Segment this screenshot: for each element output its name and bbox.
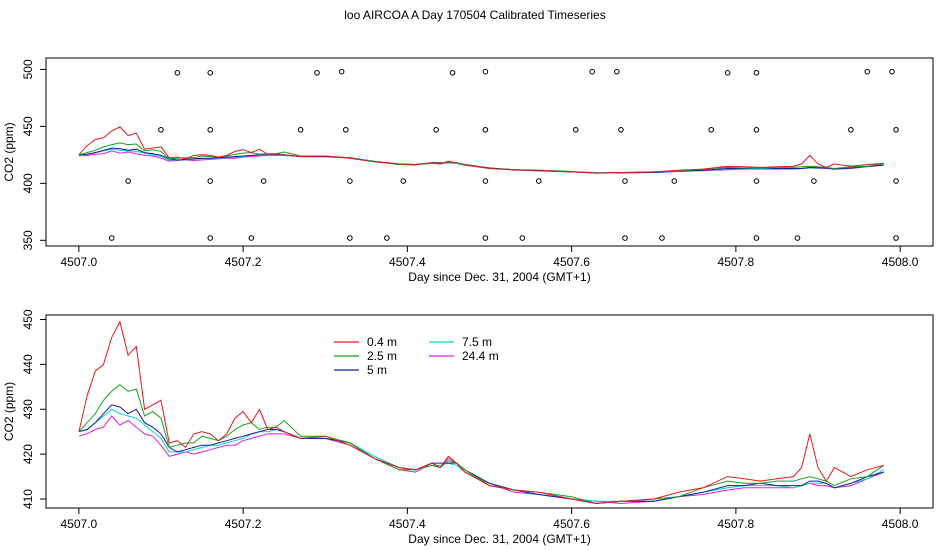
- top-flag-point: [449, 70, 456, 76]
- top-flag-point: [314, 70, 320, 76]
- bottom-x-tick-label: 4507.6: [553, 517, 590, 531]
- top-flag-point: [347, 178, 353, 184]
- legend-label: 24.4 m: [462, 349, 499, 363]
- legend-label: 0.4 m: [367, 335, 397, 349]
- bottom-y-tick-label: 440: [21, 354, 35, 374]
- top-x-axis-label: Day since Dec. 31, 2004 (GMT+1): [408, 270, 590, 284]
- bottom-x-axis-label: Day since Dec. 31, 2004 (GMT+1): [408, 532, 590, 546]
- top-flag-point: [614, 68, 620, 75]
- bottom-plot-frame: [45, 314, 934, 509]
- top-x-tick-label: 4507.4: [389, 255, 426, 269]
- bottom-y-tick-label: 430: [21, 399, 35, 419]
- top-flag-point: [342, 126, 349, 133]
- bottom-x-tick-label: 4507.2: [225, 517, 262, 531]
- top-flag-point: [347, 235, 353, 241]
- bottom-series-24-4-mline: [78, 415, 884, 505]
- top-y-tick-label: 400: [21, 173, 35, 193]
- top-flag-point: [482, 126, 489, 133]
- top-flag-point: [384, 235, 390, 241]
- top-series-24-4-mline: [78, 150, 884, 174]
- top-flag-point: [338, 68, 345, 75]
- top-flag-point: [248, 235, 255, 241]
- top-flag-point: [535, 178, 542, 184]
- bottom-series-5-mline: [78, 404, 884, 505]
- top-flag-point: [671, 178, 678, 184]
- top-flag-point: [207, 70, 214, 76]
- top-flag-point: [753, 70, 760, 76]
- top-flag-point: [572, 126, 579, 133]
- top-flag-point: [848, 126, 854, 133]
- top-flag-point: [753, 126, 760, 133]
- top-flag-point: [794, 235, 801, 241]
- top-flag-point: [260, 178, 267, 184]
- bottom-x-tick-label: 4507.0: [61, 517, 98, 531]
- top-flag-point: [893, 235, 899, 241]
- chart-title: loo AIRCOA A Day 170504 Calibrated Times…: [344, 8, 605, 22]
- bottom-series-0-4-mline: [78, 320, 884, 505]
- top-flag-point: [864, 68, 871, 75]
- top-flag-point: [893, 126, 899, 133]
- bottom-y-axis-label: CO2 (ppm): [2, 382, 16, 441]
- top-x-tick-label: 4507.2: [225, 255, 262, 269]
- top-flag-point: [125, 178, 131, 184]
- bottom-x-tick-label: 4507.4: [389, 517, 426, 531]
- top-flag-point: [589, 68, 595, 75]
- top-x-tick-label: 4507.0: [61, 255, 98, 269]
- top-flag-point: [724, 70, 731, 76]
- top-flag-point: [108, 235, 115, 241]
- bottom-y-tick-label: 420: [21, 444, 35, 464]
- top-flag-point: [174, 70, 181, 76]
- legend-label: 5 m: [367, 363, 387, 377]
- top-flag-point: [400, 178, 407, 184]
- top-plot-frame: [45, 57, 934, 247]
- bottom-y-tick-label: 410: [21, 489, 35, 509]
- top-y-tick-label: 350: [21, 230, 35, 250]
- top-flag-point: [893, 178, 899, 184]
- top-flag-point: [753, 235, 760, 241]
- top-panel: 4507.0 4507.2 4507.4 4507.6 4507.8 4508.0 350 4…: [2, 57, 934, 284]
- top-flag-point: [618, 126, 624, 133]
- legend-label: 7.5 m: [462, 335, 492, 349]
- bottom-panel: 4507.0 4507.2 4507.4 4507.6 4507.8 4508.0 410 4…: [2, 309, 934, 546]
- bottom-y-tick-label: 450: [21, 309, 35, 329]
- top-y-tick-label: 500: [21, 59, 35, 79]
- top-flag-point: [622, 235, 628, 241]
- top-series-0-4-mline: [78, 126, 884, 174]
- top-flag-point: [519, 235, 526, 241]
- bottom-x-tick-label: 4507.8: [718, 517, 755, 531]
- top-flag-point: [482, 235, 489, 241]
- top-y-tick-label: 450: [21, 116, 35, 136]
- top-flag-point: [433, 126, 439, 133]
- top-flag-point: [482, 178, 489, 184]
- top-x-tick-label: 4507.8: [718, 255, 755, 269]
- top-flag-point: [482, 68, 489, 75]
- top-x-tick-label: 4508.0: [882, 255, 919, 269]
- bottom-x-tick-label: 4508.0: [882, 517, 919, 531]
- bottom-series-7-5-mline: [78, 408, 884, 502]
- top-flag-point: [811, 178, 817, 184]
- top-flag-point: [753, 178, 760, 184]
- top-flag-point: [207, 235, 214, 241]
- top-y-axis-label: CO2 (ppm): [2, 122, 16, 181]
- top-x-tick-label: 4507.6: [553, 255, 590, 269]
- top-flag-point: [297, 126, 304, 133]
- top-flag-point: [158, 126, 164, 133]
- top-flag-point: [622, 178, 628, 184]
- top-flag-point: [708, 126, 715, 133]
- top-flag-point: [207, 178, 214, 184]
- top-flag-point: [889, 68, 895, 75]
- top-flag-point: [207, 126, 214, 133]
- legend-label: 2.5 m: [367, 349, 397, 363]
- top-flag-point: [659, 235, 665, 241]
